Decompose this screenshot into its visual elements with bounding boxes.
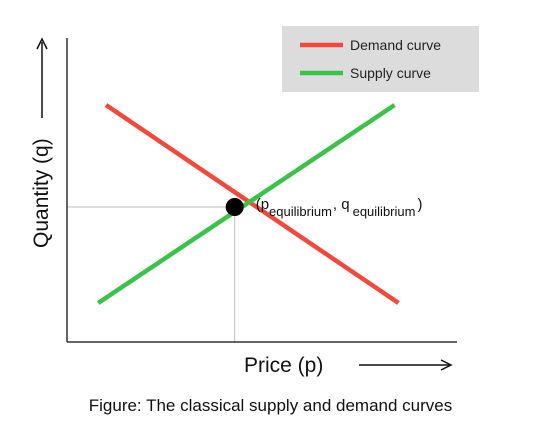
x-axis-label: Price (p)	[244, 354, 323, 377]
equilibrium-p-subscript: equilibrium	[269, 204, 332, 219]
equilibrium-q-subscript: equilibrium	[353, 204, 416, 219]
demand-curve-line	[104, 103, 400, 305]
equilibrium-label-open-paren: (	[256, 196, 261, 213]
equilibrium-label: (pequilibrium, q equilibrium)	[256, 196, 423, 219]
legend-box	[282, 26, 479, 92]
y-axis-label: Quantity (q)	[30, 138, 53, 248]
y-axis-label-arrow-head	[36, 37, 48, 50]
equilibrium-label-close-paren: )	[417, 196, 422, 213]
equilibrium-label-comma: ,	[333, 196, 341, 213]
legend: Demand curve Supply curve	[282, 26, 479, 92]
legend-label-supply: Supply curve	[350, 65, 431, 81]
figure-caption: Figure: The classical supply and demand …	[88, 396, 453, 415]
equilibrium-q-symbol: q	[341, 196, 349, 213]
supply-curve-line	[96, 103, 396, 305]
legend-label-demand: Demand curve	[350, 37, 441, 53]
x-axis-label-arrow-head	[440, 359, 453, 371]
equilibrium-p-symbol: p	[261, 196, 269, 213]
equilibrium-point	[225, 198, 244, 216]
